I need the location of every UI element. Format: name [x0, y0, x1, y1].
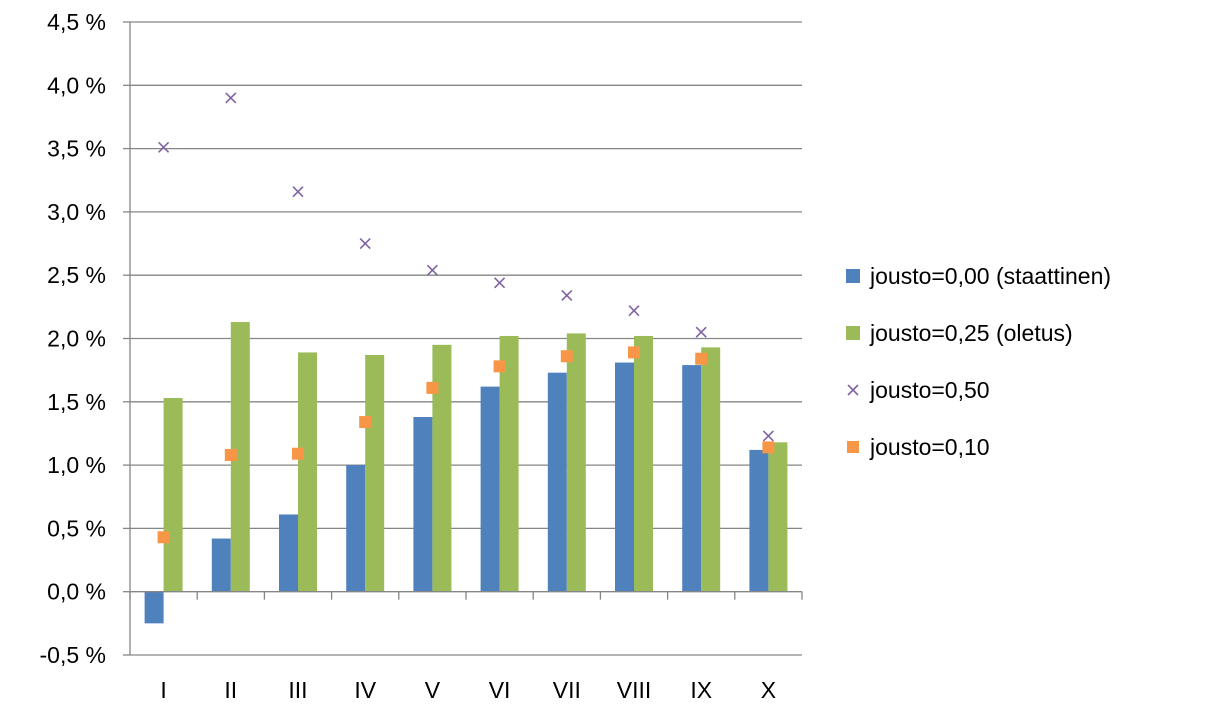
bar-jousto-000 [615, 362, 634, 592]
y-tick-label: 3,5 % [47, 136, 106, 162]
bar-jousto-000 [211, 538, 231, 592]
bars [144, 322, 788, 624]
markers [157, 92, 775, 544]
x-tick-label: III [288, 677, 307, 703]
marker-jousto-050 [426, 264, 438, 276]
marker-stroke [847, 384, 859, 396]
marker-stroke [628, 305, 640, 317]
marker-jousto-050 [292, 186, 304, 198]
marker-jousto-050 [695, 326, 707, 338]
bar-jousto-025 [432, 344, 452, 592]
legend-swatch [846, 326, 860, 340]
legend-item: jousto=0,10 [847, 434, 990, 460]
bar-jousto-000 [682, 365, 702, 592]
marker-jousto-010 [695, 352, 708, 365]
bar-jousto-025 [163, 398, 183, 592]
bar-jousto-000 [480, 386, 500, 592]
x-tick-label: VI [489, 677, 511, 703]
x-tick-label: VIII [617, 677, 652, 703]
x-tick-label: II [224, 677, 237, 703]
x-tick-label: IV [354, 677, 376, 703]
bar-jousto-025 [499, 335, 519, 592]
marker-stroke [762, 430, 774, 442]
bar-jousto-000 [413, 416, 433, 592]
legend-swatch [847, 441, 859, 453]
bar-jousto-025 [230, 322, 250, 592]
legend-item: jousto=0,50 [847, 377, 990, 403]
marker-jousto-050 [494, 277, 506, 289]
marker-jousto-010 [292, 447, 304, 460]
y-tick-label: 2,0 % [47, 326, 106, 352]
marker-jousto-010 [224, 448, 237, 461]
bar-jousto-025 [701, 347, 721, 592]
bar-jousto-025 [634, 335, 653, 592]
marker-jousto-010 [157, 531, 170, 544]
legend-item: jousto=0,00 (staattinen) [846, 263, 1111, 289]
y-tick-label: 1,5 % [47, 389, 106, 415]
bar-jousto-025 [365, 354, 385, 592]
legend-label: jousto=0,50 [869, 377, 990, 403]
axes [123, 21, 803, 656]
marker-stroke [695, 326, 707, 338]
legend-swatch [846, 269, 860, 283]
y-tick-label: 0,0 % [47, 579, 106, 605]
x-tick-label: VII [553, 677, 581, 703]
bar-jousto-000 [279, 514, 298, 592]
marker-jousto-010 [359, 416, 372, 429]
bar-jousto-025 [298, 352, 317, 592]
bar-jousto-000 [144, 591, 164, 624]
y-tick-label: 2,5 % [47, 262, 106, 288]
marker-jousto-050 [628, 305, 640, 317]
marker-jousto-050 [158, 141, 170, 153]
marker-jousto-010 [493, 360, 506, 373]
marker-stroke [292, 186, 304, 198]
tick-labels: -0,5 % 0,0 % 0,5 % 1,0 % 1,5 % 2,0 % 2,5 % 3,0 … [40, 9, 777, 703]
y-tick-label: 4,5 % [47, 9, 106, 35]
marker-jousto-010 [426, 381, 439, 394]
bar-jousto-000 [749, 449, 769, 592]
marker-stroke [359, 237, 371, 250]
marker-stroke [426, 264, 438, 276]
bar-jousto-000 [346, 465, 366, 592]
marker-jousto-010 [560, 350, 573, 363]
legend-item: jousto=0,25 (oletus) [846, 320, 1073, 346]
marker-jousto-010 [762, 441, 775, 454]
marker-stroke [225, 92, 237, 104]
marker-jousto-050 [359, 237, 371, 250]
x-tick-label: I [160, 677, 166, 703]
bar-jousto-000 [547, 372, 567, 592]
bar-jousto-025 [566, 333, 586, 592]
legend-label: jousto=0,10 [869, 434, 990, 460]
legend: jousto=0,00 (staattinen) jousto=0,25 (ole… [846, 263, 1111, 460]
x-tick-label: V [425, 677, 441, 703]
marker-jousto-010 [628, 346, 640, 359]
marker-jousto-050 [762, 430, 774, 442]
y-tick-label: 0,5 % [47, 515, 106, 541]
y-tick-label: -0,5 % [40, 642, 106, 668]
legend-label: jousto=0,00 (staattinen) [869, 263, 1111, 289]
marker-stroke [494, 277, 506, 289]
marker-stroke [561, 289, 573, 302]
y-tick-label: 1,0 % [47, 452, 106, 478]
x-tick-label: X [761, 677, 776, 703]
marker-jousto-050 [561, 289, 573, 302]
x-tick-label: IX [690, 677, 712, 703]
bar-jousto-025 [768, 442, 788, 592]
marker-jousto-050 [225, 92, 237, 104]
legend-swatch [847, 384, 859, 396]
legend-label: jousto=0,25 (oletus) [869, 320, 1073, 346]
y-tick-label: 3,0 % [47, 199, 106, 225]
marker-stroke [158, 141, 170, 153]
y-tick-label: 4,0 % [47, 72, 106, 98]
